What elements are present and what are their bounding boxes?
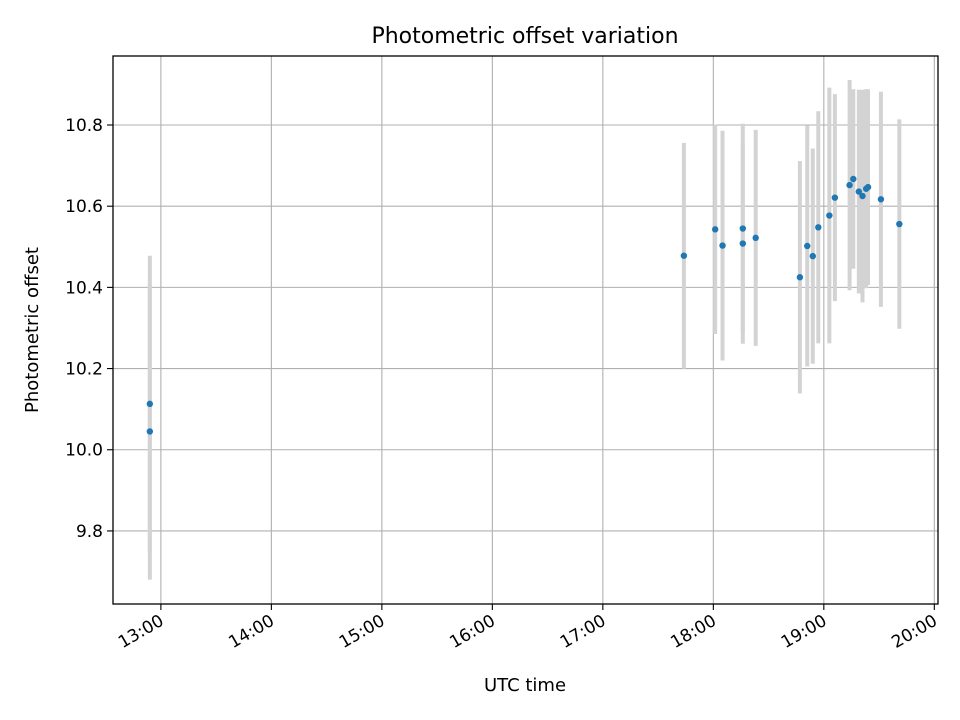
data-point [855,188,863,195]
data-points [146,175,903,435]
data-point [864,183,872,191]
data-point [796,274,804,281]
data-point [146,428,154,435]
y-tick-label: 9.8 [76,522,103,542]
data-point [846,181,853,189]
y-tick-label: 10.0 [65,441,103,461]
y-tick-label: 10.8 [65,116,103,136]
data-point [809,252,816,260]
data-point [719,242,726,249]
data-point [739,225,746,232]
data-point [815,224,822,231]
x-axis-label: UTC time [484,675,566,696]
data-point [826,212,833,219]
data-point [680,252,688,259]
y-tick-label: 10.2 [65,360,103,380]
data-point [752,234,759,242]
y-axis-label: Photometric offset [22,247,43,413]
data-point [850,175,857,183]
data-point [711,226,719,233]
plot-frame [112,55,939,605]
data-point [739,240,746,247]
data-point [804,242,811,250]
chart-title: Photometric offset variation [371,24,678,49]
y-tick-label: 10.4 [65,278,103,298]
data-point [146,400,154,408]
data-point [859,192,866,200]
data-point [877,196,885,203]
data-point [831,194,839,201]
y-axis-ticks: 9.8 10.0 10.2 10.4 10.6 10.8 [65,116,113,542]
y-tick-label: 10.6 [65,197,103,217]
data-point [896,220,903,228]
